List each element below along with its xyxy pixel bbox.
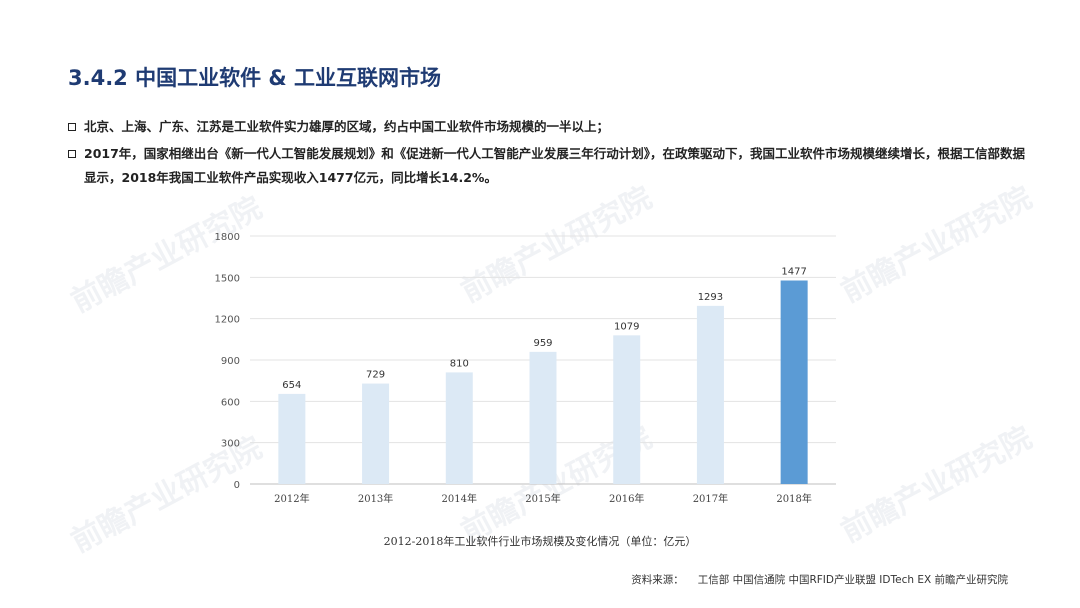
- source-label: 资料来源：: [631, 574, 684, 586]
- x-tick-label: 2012年: [274, 492, 309, 505]
- data-label: 959: [533, 338, 552, 349]
- page-title: 3.4.2 中国工业软件 & 工业互联网市场: [68, 66, 442, 90]
- x-tick-label: 2016年: [609, 492, 644, 505]
- square-bullet-icon: [68, 123, 76, 131]
- y-tick-label: 1200: [215, 315, 240, 326]
- x-tick-label: 2018年: [776, 492, 811, 505]
- chart-caption: 2012-2018年工业软件行业市场规模及变化情况（单位：亿元）: [383, 535, 697, 548]
- bar-chart: 0 300 600 900 1200 1500 1800 654 2012年 729 2013年 81…: [0, 220, 1080, 520]
- data-label: 1477: [781, 267, 806, 278]
- y-tick-label: 1800: [215, 232, 240, 243]
- bar: [445, 372, 473, 484]
- y-tick-label: 900: [221, 356, 240, 367]
- square-bullet-icon: [68, 150, 76, 158]
- y-tick-label: 0: [234, 480, 240, 491]
- x-tick-label: 2013年: [358, 492, 393, 505]
- bar: [278, 393, 306, 484]
- bar: [529, 351, 557, 484]
- data-label: 1293: [698, 292, 723, 303]
- data-label: 1079: [614, 321, 639, 332]
- bullet-item: 2017年，国家相继出台《新一代人工智能发展规划》和《促进新一代人工智能产业发展…: [66, 146, 1026, 190]
- y-tick-label: 1500: [215, 273, 240, 284]
- bullet-text: 2017年，国家相继出台《新一代人工智能发展规划》和《促进新一代人工智能产业发展…: [84, 146, 1026, 185]
- bullet-item: 北京、上海、广东、江苏是工业软件实力雄厚的区域，约占中国工业软件市场规模的一半以…: [66, 119, 1026, 139]
- bar: [613, 335, 641, 484]
- x-tick-label: 2017年: [693, 492, 728, 505]
- x-tick-label: 2015年: [525, 492, 560, 505]
- bullet-text: 北京、上海、广东、江苏是工业软件实力雄厚的区域，约占中国工业软件市场规模的一半以…: [84, 119, 610, 134]
- x-tick-label: 2014年: [442, 492, 477, 505]
- bullet-list: 北京、上海、广东、江苏是工业软件实力雄厚的区域，约占中国工业软件市场规模的一半以…: [66, 119, 1026, 198]
- y-tick-label: 300: [221, 439, 240, 450]
- chart-svg: 0 300 600 900 1200 1500 1800 654 2012年 729 2013年 81…: [215, 232, 836, 505]
- bar: [696, 305, 724, 484]
- source-text: 工信部 中国信通院 中国RFID产业联盟 IDTech EX 前瞻产业研究院: [697, 574, 1008, 586]
- source-line: 资料来源： 工信部 中国信通院 中国RFID产业联盟 IDTech EX 前瞻产业…: [631, 572, 1008, 587]
- y-tick-label: 600: [221, 397, 240, 408]
- data-label: 810: [450, 358, 469, 369]
- bar: [362, 383, 390, 484]
- bar: [780, 280, 808, 484]
- data-label: 729: [366, 370, 385, 381]
- data-label: 654: [282, 380, 301, 391]
